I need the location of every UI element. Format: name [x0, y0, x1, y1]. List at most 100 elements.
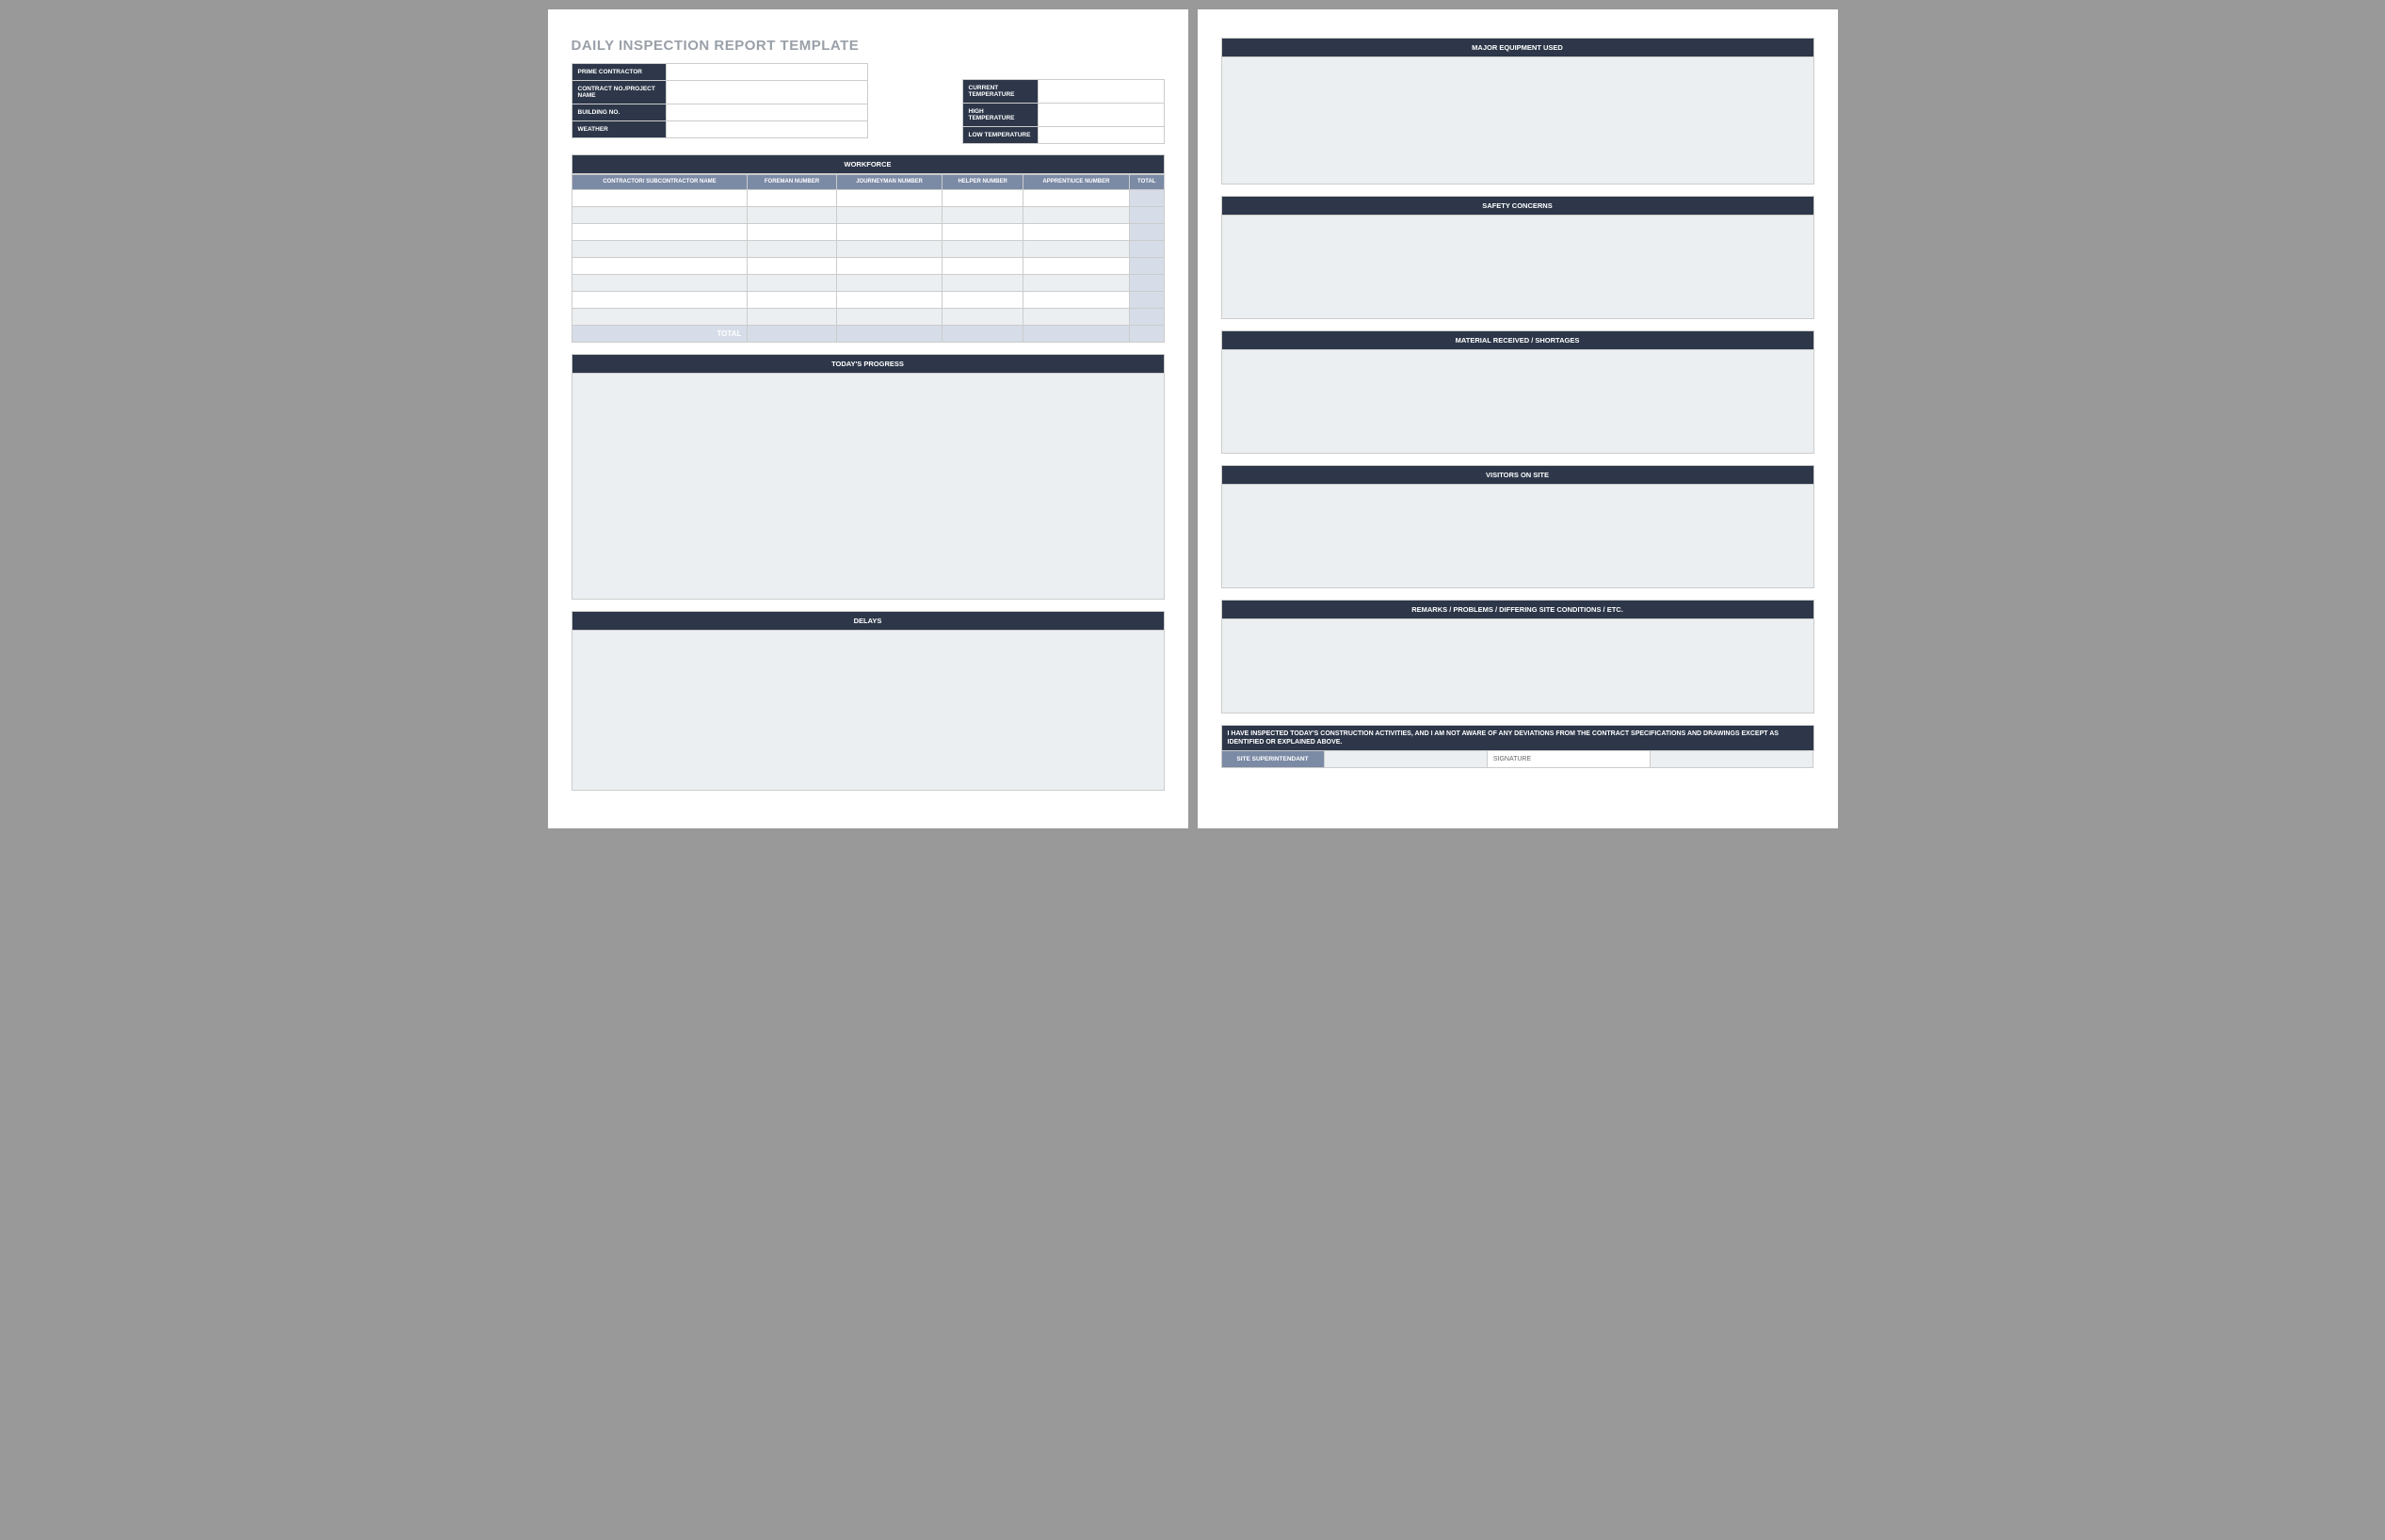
workforce-cell[interactable] — [748, 190, 836, 207]
workforce-cell[interactable] — [1023, 292, 1129, 309]
info-left-label: CONTRACT NO./PROJECT NAME — [572, 81, 667, 104]
attestation-block: I HAVE INSPECTED TODAY'S CONSTRUCTION AC… — [1221, 725, 1814, 768]
workforce-cell[interactable] — [836, 258, 943, 275]
workforce-cell[interactable] — [572, 258, 748, 275]
workforce-cell[interactable] — [836, 241, 943, 258]
workforce-cell[interactable] — [1130, 207, 1164, 224]
section-title: DELAYS — [572, 611, 1165, 631]
info-right-value[interactable] — [1039, 80, 1164, 103]
workforce-total-cell[interactable] — [1130, 326, 1164, 343]
workforce-col-header: CONTRACTOR/ SUBCONTRACTOR NAME — [572, 175, 748, 190]
workforce-cell[interactable] — [572, 292, 748, 309]
info-grid: PRIME CONTRACTORCONTRACT NO./PROJECT NAM… — [572, 63, 1165, 143]
signature-sign-cell[interactable] — [1651, 750, 1813, 768]
workforce-cell[interactable] — [572, 309, 748, 326]
workforce-cell[interactable] — [1130, 258, 1164, 275]
workforce-cell[interactable] — [748, 292, 836, 309]
workforce-cell[interactable] — [572, 241, 748, 258]
workforce-cell[interactable] — [1023, 309, 1129, 326]
workforce-cell[interactable] — [836, 309, 943, 326]
workforce-total-cell[interactable] — [1023, 326, 1129, 343]
section-body[interactable] — [1221, 57, 1814, 184]
workforce-total-label: TOTAL — [572, 326, 748, 343]
workforce-section: WORKFORCE CONTRACTOR/ SUBCONTRACTOR NAME… — [572, 154, 1165, 343]
workforce-total-cell[interactable] — [943, 326, 1023, 343]
workforce-cell[interactable] — [836, 190, 943, 207]
workforce-cell[interactable] — [1023, 207, 1129, 224]
workforce-total-cell[interactable] — [748, 326, 836, 343]
workforce-cell[interactable] — [1130, 241, 1164, 258]
info-right-row: CURRENT TEMPERATURE — [962, 79, 1165, 104]
workforce-row — [572, 292, 1164, 309]
workforce-cell[interactable] — [836, 292, 943, 309]
info-right-label: CURRENT TEMPERATURE — [963, 80, 1039, 103]
workforce-title: WORKFORCE — [572, 154, 1165, 174]
section-body[interactable] — [1221, 485, 1814, 588]
workforce-row — [572, 258, 1164, 275]
workforce-row — [572, 275, 1164, 292]
workforce-col-header: APPRENTIUCE NUMBER — [1023, 175, 1129, 190]
workforce-cell[interactable] — [943, 207, 1023, 224]
workforce-table: CONTRACTOR/ SUBCONTRACTOR NAMEFOREMAN NU… — [572, 174, 1165, 343]
workforce-cell[interactable] — [572, 275, 748, 292]
workforce-cell[interactable] — [1130, 292, 1164, 309]
page-1: DAILY INSPECTION REPORT TEMPLATE PRIME C… — [548, 9, 1188, 828]
workforce-cell[interactable] — [836, 275, 943, 292]
workforce-cell[interactable] — [748, 309, 836, 326]
section-block: VISITORS ON SITE — [1221, 465, 1814, 588]
section-title: MATERIAL RECEIVED / SHORTAGES — [1221, 330, 1814, 350]
workforce-cell[interactable] — [943, 241, 1023, 258]
signature-role-label: SITE SUPERINTENDANT — [1221, 750, 1325, 768]
info-left-row: CONTRACT NO./PROJECT NAME — [572, 80, 868, 104]
info-left-value[interactable] — [667, 81, 867, 104]
workforce-cell[interactable] — [943, 190, 1023, 207]
info-right-value[interactable] — [1039, 104, 1164, 126]
workforce-cell[interactable] — [572, 224, 748, 241]
workforce-cell[interactable] — [572, 207, 748, 224]
info-left-row: PRIME CONTRACTOR — [572, 63, 868, 81]
section-block: MATERIAL RECEIVED / SHORTAGES — [1221, 330, 1814, 454]
workforce-cell[interactable] — [1023, 258, 1129, 275]
section-body[interactable] — [572, 631, 1165, 791]
workforce-cell[interactable] — [1130, 275, 1164, 292]
workforce-cell[interactable] — [1023, 241, 1129, 258]
workforce-cell[interactable] — [1023, 275, 1129, 292]
workforce-cell[interactable] — [748, 275, 836, 292]
workforce-cell[interactable] — [836, 207, 943, 224]
signature-label-cell: SIGNATURE — [1488, 750, 1651, 768]
section-title: SAFETY CONCERNS — [1221, 196, 1814, 216]
section-body[interactable] — [1221, 350, 1814, 454]
signature-row: SITE SUPERINTENDANT SIGNATURE — [1221, 750, 1814, 768]
workforce-cell[interactable] — [1023, 224, 1129, 241]
workforce-cell[interactable] — [1130, 224, 1164, 241]
info-left-label: BUILDING NO. — [572, 104, 667, 120]
info-left-value[interactable] — [667, 121, 867, 137]
workforce-cell[interactable] — [943, 275, 1023, 292]
workforce-total-cell[interactable] — [836, 326, 943, 343]
section-body[interactable] — [1221, 619, 1814, 714]
workforce-cell[interactable] — [943, 292, 1023, 309]
workforce-row — [572, 207, 1164, 224]
info-left-row: BUILDING NO. — [572, 104, 868, 121]
workforce-cell[interactable] — [943, 258, 1023, 275]
info-left-value[interactable] — [667, 64, 867, 80]
signature-name-cell[interactable] — [1325, 750, 1488, 768]
workforce-cell[interactable] — [748, 241, 836, 258]
section-block: SAFETY CONCERNS — [1221, 196, 1814, 319]
workforce-cell[interactable] — [572, 190, 748, 207]
workforce-cell[interactable] — [836, 224, 943, 241]
workforce-cell[interactable] — [943, 309, 1023, 326]
info-right-label: HIGH TEMPERATURE — [963, 104, 1039, 126]
info-right-value[interactable] — [1039, 127, 1164, 143]
section-body[interactable] — [572, 374, 1165, 600]
section-body[interactable] — [1221, 216, 1814, 319]
workforce-cell[interactable] — [748, 207, 836, 224]
info-left-value[interactable] — [667, 104, 867, 120]
workforce-cell[interactable] — [1023, 190, 1129, 207]
workforce-cell[interactable] — [943, 224, 1023, 241]
workforce-cell[interactable] — [748, 224, 836, 241]
info-left-label: WEATHER — [572, 121, 667, 137]
workforce-cell[interactable] — [1130, 309, 1164, 326]
workforce-cell[interactable] — [748, 258, 836, 275]
workforce-cell[interactable] — [1130, 190, 1164, 207]
